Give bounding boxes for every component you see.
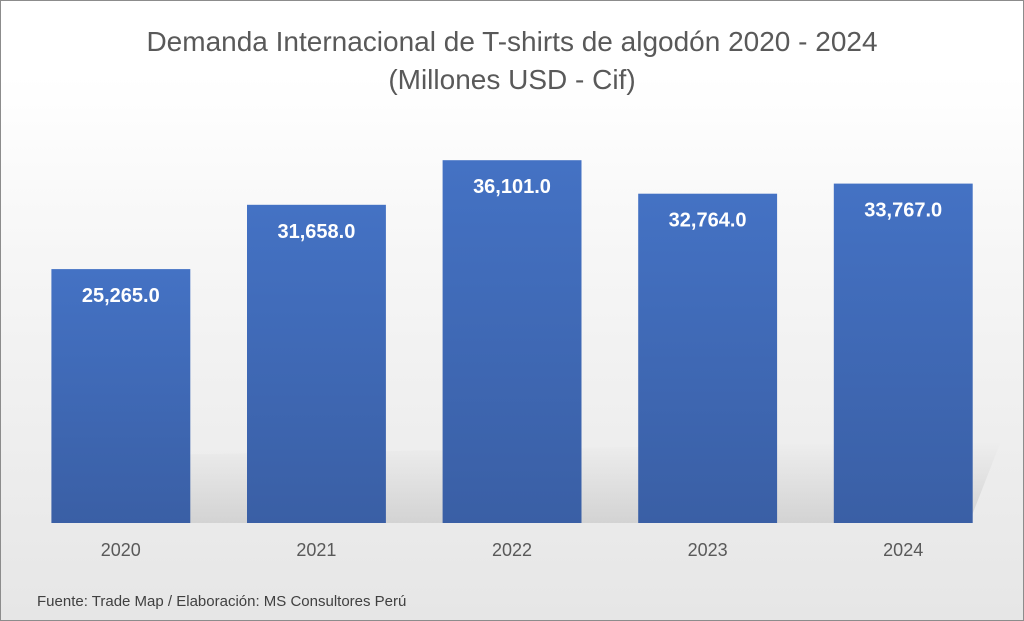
chart-title-main: Demanda Internacional de T-shirts de alg… <box>146 26 878 57</box>
bar-2024 <box>833 183 973 523</box>
data-label-2023: 32,764.0 <box>669 210 747 232</box>
x-tick-label-2022: 2022 <box>492 540 532 560</box>
chart-title: Demanda Internacional de T-shirts de alg… <box>1 23 1023 99</box>
data-label-2022: 36,101.0 <box>473 176 551 198</box>
chart-source-note: Fuente: Trade Map / Elaboración: MS Cons… <box>37 593 407 610</box>
x-tick-label-2023: 2023 <box>688 540 728 560</box>
bar-2023 <box>638 193 778 523</box>
data-label-2020: 25,265.0 <box>82 285 160 307</box>
data-label-2021: 31,658.0 <box>277 221 355 243</box>
data-label-2024: 33,767.0 <box>864 200 942 222</box>
bar-2022 <box>442 160 582 523</box>
x-tick-label-2021: 2021 <box>296 540 336 560</box>
bar-2020 <box>51 269 191 523</box>
x-tick-label-2024: 2024 <box>883 540 923 560</box>
chart-subtitle: (Millones USD - Cif) <box>388 64 636 95</box>
bar-2021 <box>247 204 386 524</box>
x-tick-label-2020: 2020 <box>101 540 141 560</box>
